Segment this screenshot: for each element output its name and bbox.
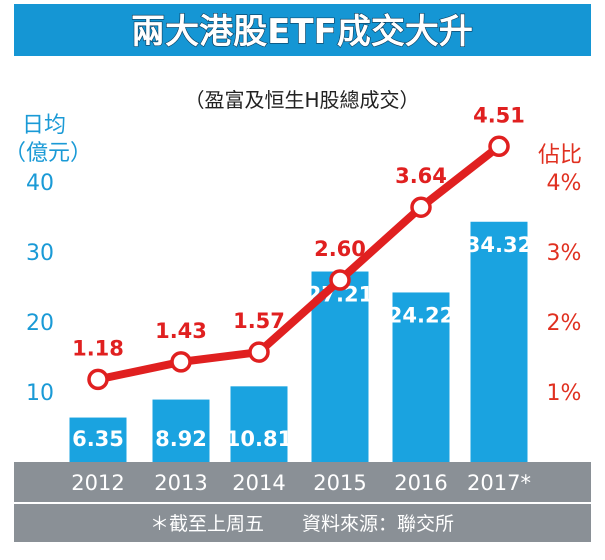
line-point-2017* [488,135,510,158]
category-label-2012: 2012 [71,471,124,495]
line-point-2013 [170,351,192,373]
right-tick-4: 4% [547,171,582,196]
line-label-2015: 2.60 [314,237,366,261]
bar-2015 [311,271,369,462]
line-label-2014: 1.57 [233,309,285,333]
bar-2016 [392,292,450,462]
right-axis-label: 佔比 [538,143,582,168]
footnote: ＊截至上周五 資料來源：聯交所 [150,513,454,535]
bar-series [69,221,528,462]
line-point-2012 [87,368,109,391]
line-series [87,135,510,391]
left-tick-30: 30 [26,241,54,266]
left-tick-20: 20 [26,311,54,336]
line-label-2017*: 4.51 [473,103,525,127]
chart-title: 兩大港股ETF成交大升 [131,12,473,52]
category-labels: 2012 2013 2014 2015 2016 2017* [71,471,531,495]
right-axis-ticks: 1% 2% 3% 4% [547,171,582,406]
category-label-2016: 2016 [394,471,447,495]
right-tick-3: 3% [547,241,582,266]
category-label-2013: 2013 [154,471,207,495]
right-tick-1: 1% [547,381,582,406]
line-point-2015 [329,269,351,291]
bar-label-2016: 24.22 [388,303,454,327]
left-axis-ticks: 10 20 30 40 [26,171,54,406]
bar-label-2012: 6.35 [72,427,124,451]
line-label-2013: 1.43 [155,319,207,343]
left-tick-40: 40 [26,171,54,196]
left-tick-10: 10 [26,381,54,406]
line-label-2016: 3.64 [395,164,447,188]
bar-2017* [470,221,528,462]
bar-2014 [230,386,288,462]
title-banner [14,4,591,56]
category-label-2014: 2014 [232,471,285,495]
bar-label-2017*: 34.32 [466,233,532,257]
bar-2012 [69,417,127,462]
right-tick-2: 2% [547,311,582,336]
left-axis-label-line2: （億元） [4,141,92,166]
left-axis-label-line1: 日均 [22,113,66,138]
category-band [14,462,591,502]
bar-label-2014: 10.81 [226,427,292,451]
bar-2013 [152,399,210,462]
category-label-2015: 2015 [313,471,366,495]
bar-label-2013: 8.92 [155,427,207,451]
line-point-2014 [248,341,270,363]
category-label-2017*: 2017* [467,471,531,495]
line-point-2016 [410,196,432,218]
line-label-2012: 1.18 [72,336,124,360]
share-line [97,143,502,384]
line-value-labels: 1.18 1.43 1.57 2.60 3.64 4.51 [72,103,525,360]
chart-subtitle: （盈富及恒生H股總成交） [184,88,419,112]
footer-band [14,504,591,542]
